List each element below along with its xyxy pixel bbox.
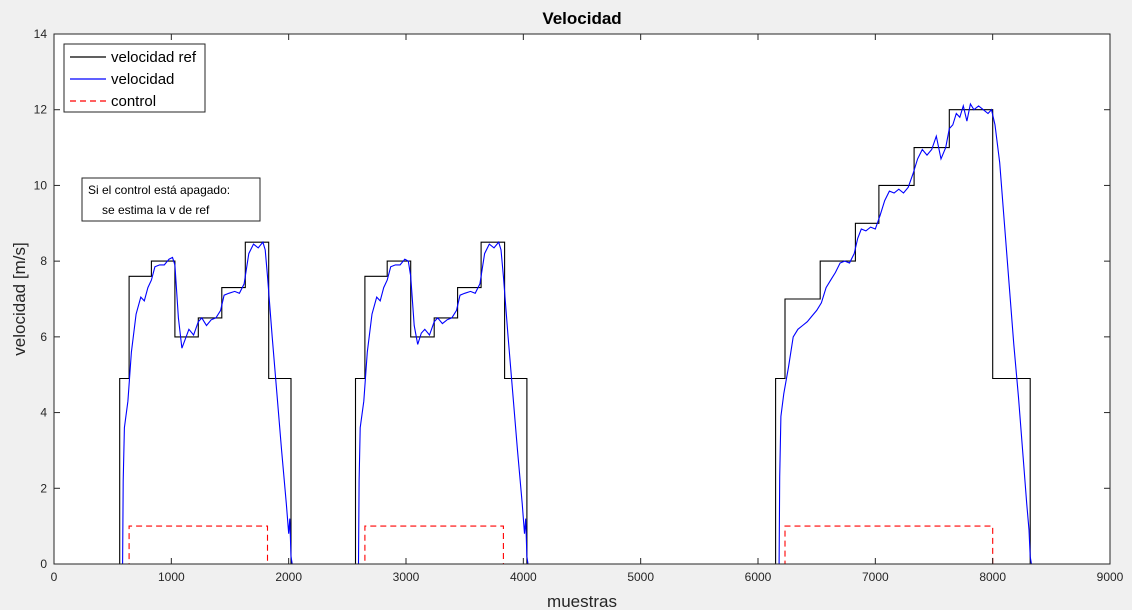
x-tick-label: 2000 bbox=[275, 570, 302, 584]
legend-label-control: control bbox=[111, 93, 156, 110]
data-layer bbox=[54, 102, 1040, 565]
x-tick-label: 8000 bbox=[979, 570, 1006, 584]
y-axis-label: velocidad [m/s] bbox=[10, 242, 29, 355]
annotation-line-1: Si el control está apagado: bbox=[88, 183, 230, 197]
series-line-velocidad-ref bbox=[54, 109, 1040, 565]
x-tick-label: 0 bbox=[51, 570, 58, 584]
x-tick-label: 3000 bbox=[393, 570, 420, 584]
annotation: Si el control está apagado: se estima la… bbox=[81, 177, 261, 222]
legend-box bbox=[63, 43, 206, 113]
y-tick-label: 8 bbox=[40, 254, 47, 268]
legend: velocidad ref velocidad control bbox=[63, 43, 206, 113]
x-axis-label: muestras bbox=[547, 592, 617, 610]
x-tick-label: 4000 bbox=[510, 570, 537, 584]
y-tick-label: 4 bbox=[40, 406, 47, 420]
annotation-line-2: se estima la v de ref bbox=[102, 203, 210, 217]
legend-label-velocidad: velocidad bbox=[111, 71, 174, 88]
x-tick-label: 6000 bbox=[745, 570, 772, 584]
chart-title: Velocidad bbox=[542, 9, 621, 28]
x-tick-label: 9000 bbox=[1097, 570, 1124, 584]
plot-area bbox=[54, 34, 1110, 564]
ticks-layer: 0 1000 2000 3000 4000 5000 6000 7000 8000 9000 0 2 4… bbox=[34, 27, 1124, 584]
y-tick-label: 0 bbox=[40, 557, 47, 571]
y-tick-label: 6 bbox=[40, 330, 47, 344]
y-tick-label: 10 bbox=[34, 178, 48, 192]
annotation-box bbox=[81, 177, 261, 222]
y-tick-label: 14 bbox=[34, 27, 48, 41]
x-tick-label: 1000 bbox=[158, 570, 185, 584]
series-line-velocidad bbox=[54, 102, 1032, 565]
series-line-control bbox=[54, 525, 1040, 565]
x-tick-label: 5000 bbox=[627, 570, 654, 584]
y-tick-label: 12 bbox=[34, 103, 48, 117]
legend-label-velocidad-ref: velocidad ref bbox=[111, 49, 197, 66]
plot-frame bbox=[53, 33, 1111, 565]
x-tick-label: 7000 bbox=[862, 570, 889, 584]
y-tick-label: 2 bbox=[40, 481, 47, 495]
